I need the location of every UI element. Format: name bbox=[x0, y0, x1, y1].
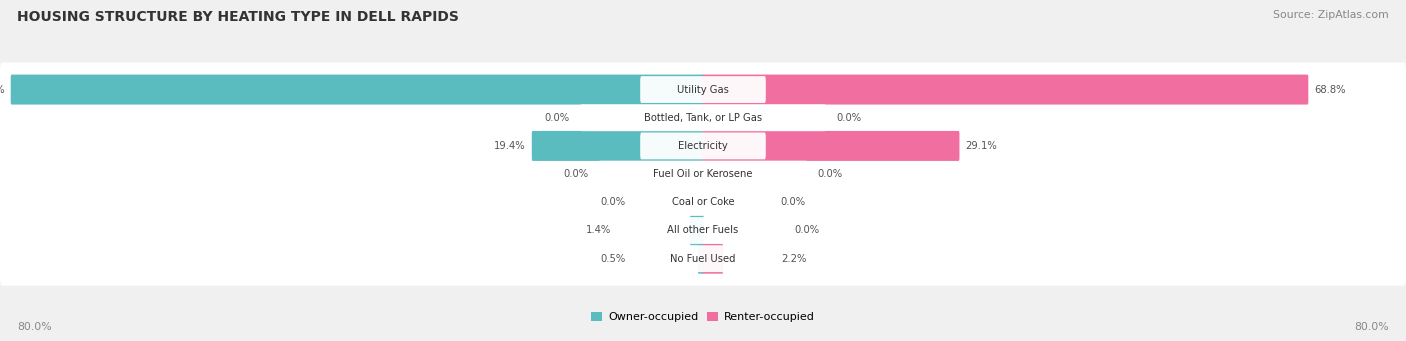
Text: 0.0%: 0.0% bbox=[794, 225, 820, 236]
FancyBboxPatch shape bbox=[640, 76, 766, 103]
FancyBboxPatch shape bbox=[0, 147, 1406, 201]
FancyBboxPatch shape bbox=[640, 133, 766, 159]
Text: 0.0%: 0.0% bbox=[837, 113, 862, 123]
Text: 2.2%: 2.2% bbox=[780, 254, 806, 264]
FancyBboxPatch shape bbox=[0, 119, 1406, 173]
Text: Source: ZipAtlas.com: Source: ZipAtlas.com bbox=[1274, 10, 1389, 20]
Text: 19.4%: 19.4% bbox=[494, 141, 526, 151]
Text: 0.5%: 0.5% bbox=[600, 254, 626, 264]
Text: 1.4%: 1.4% bbox=[586, 225, 612, 236]
FancyBboxPatch shape bbox=[690, 216, 704, 246]
Text: Utility Gas: Utility Gas bbox=[678, 85, 728, 94]
Text: 78.7%: 78.7% bbox=[0, 85, 4, 94]
FancyBboxPatch shape bbox=[697, 244, 704, 274]
Text: 80.0%: 80.0% bbox=[1354, 322, 1389, 332]
Text: 0.0%: 0.0% bbox=[564, 169, 588, 179]
FancyBboxPatch shape bbox=[702, 131, 959, 161]
Text: Fuel Oil or Kerosene: Fuel Oil or Kerosene bbox=[654, 169, 752, 179]
Text: HOUSING STRUCTURE BY HEATING TYPE IN DELL RAPIDS: HOUSING STRUCTURE BY HEATING TYPE IN DEL… bbox=[17, 10, 458, 24]
Text: 29.1%: 29.1% bbox=[966, 141, 997, 151]
FancyBboxPatch shape bbox=[636, 245, 770, 272]
FancyBboxPatch shape bbox=[0, 204, 1406, 257]
FancyBboxPatch shape bbox=[0, 232, 1406, 286]
Text: Bottled, Tank, or LP Gas: Bottled, Tank, or LP Gas bbox=[644, 113, 762, 123]
Legend: Owner-occupied, Renter-occupied: Owner-occupied, Renter-occupied bbox=[592, 312, 814, 322]
Text: 0.0%: 0.0% bbox=[818, 169, 842, 179]
FancyBboxPatch shape bbox=[621, 217, 785, 244]
Text: 80.0%: 80.0% bbox=[17, 322, 52, 332]
Text: 68.8%: 68.8% bbox=[1315, 85, 1346, 94]
Text: Electricity: Electricity bbox=[678, 141, 728, 151]
Text: 0.0%: 0.0% bbox=[600, 197, 626, 207]
FancyBboxPatch shape bbox=[0, 175, 1406, 229]
FancyBboxPatch shape bbox=[531, 131, 704, 161]
FancyBboxPatch shape bbox=[636, 189, 770, 216]
Text: Coal or Coke: Coal or Coke bbox=[672, 197, 734, 207]
FancyBboxPatch shape bbox=[581, 104, 825, 131]
FancyBboxPatch shape bbox=[702, 75, 1309, 105]
Text: All other Fuels: All other Fuels bbox=[668, 225, 738, 236]
FancyBboxPatch shape bbox=[599, 161, 807, 188]
FancyBboxPatch shape bbox=[0, 91, 1406, 145]
FancyBboxPatch shape bbox=[11, 75, 704, 105]
Text: 0.0%: 0.0% bbox=[780, 197, 806, 207]
Text: No Fuel Used: No Fuel Used bbox=[671, 254, 735, 264]
FancyBboxPatch shape bbox=[0, 62, 1406, 117]
Text: 0.0%: 0.0% bbox=[544, 113, 569, 123]
FancyBboxPatch shape bbox=[702, 244, 723, 274]
